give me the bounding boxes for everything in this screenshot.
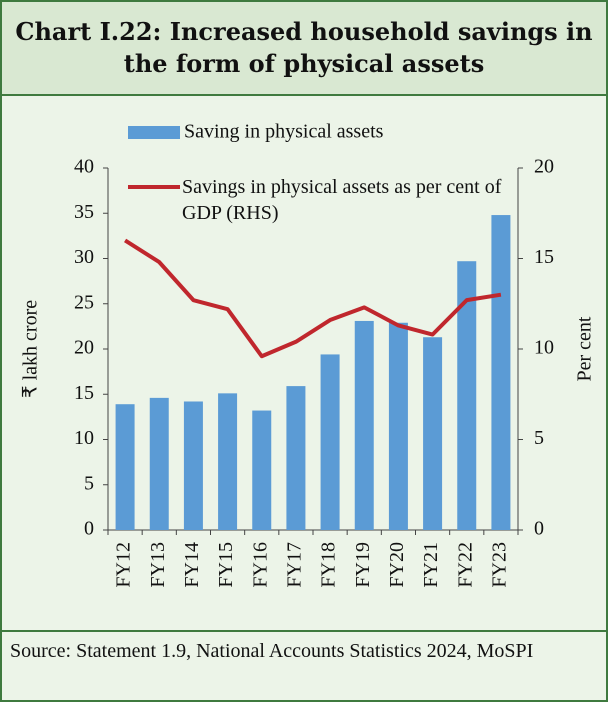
bar	[320, 354, 340, 530]
x-tick-label: FY18	[318, 542, 340, 588]
bar	[252, 410, 272, 530]
legend-label: Savings in physical assets as per cent o…	[182, 176, 502, 224]
y2-tick-label: 15	[534, 246, 554, 268]
bar	[115, 404, 135, 530]
legend-label: Saving in physical assets	[184, 121, 384, 143]
bar	[457, 261, 477, 530]
bar	[388, 322, 408, 530]
x-tick-label: FY23	[489, 542, 511, 588]
x-tick-label: FY19	[352, 542, 374, 588]
x-tick-label: FY15	[215, 542, 237, 588]
bar	[218, 393, 238, 530]
x-tick-label: FY12	[113, 542, 135, 588]
y-tick-label: 10	[74, 427, 94, 449]
x-tick-label: FY21	[420, 542, 442, 588]
x-tick-label: FY16	[249, 542, 271, 588]
x-tick-label: FY22	[454, 542, 476, 588]
line	[124, 238, 502, 359]
y2-tick-label: 5	[534, 427, 544, 449]
x-tick-label: FY20	[386, 542, 408, 588]
bar	[149, 397, 169, 530]
y-tick-label: 0	[84, 518, 94, 540]
bar	[423, 337, 443, 530]
y-tick-label: 20	[74, 337, 94, 359]
bar	[286, 386, 306, 530]
chart-title: Chart I.22: Increased household savings …	[2, 2, 606, 96]
y2-tick-label: 10	[534, 337, 554, 359]
y2-tick-label: 0	[534, 518, 544, 540]
y-axis-label: ₹ lakh crore	[20, 300, 42, 398]
x-tick-label: FY14	[181, 542, 203, 588]
y-tick-label: 5	[84, 472, 94, 494]
y-tick-label: 40	[74, 156, 94, 178]
x-tick-label: FY13	[147, 542, 169, 588]
y-tick-label: 35	[74, 201, 94, 223]
y-tick-label: 25	[74, 291, 94, 313]
y2-axis-label: Per cent	[574, 316, 596, 381]
source: Source: Statement 1.9, National Accounts…	[2, 630, 606, 664]
y-tick-label: 15	[74, 382, 94, 404]
bar	[183, 401, 203, 530]
bar	[491, 215, 511, 530]
y-tick-label: 30	[74, 246, 94, 268]
y2-tick-label: 20	[534, 156, 554, 178]
bar	[354, 320, 374, 530]
legend-swatch	[128, 126, 180, 139]
x-tick-label: FY17	[284, 542, 306, 588]
